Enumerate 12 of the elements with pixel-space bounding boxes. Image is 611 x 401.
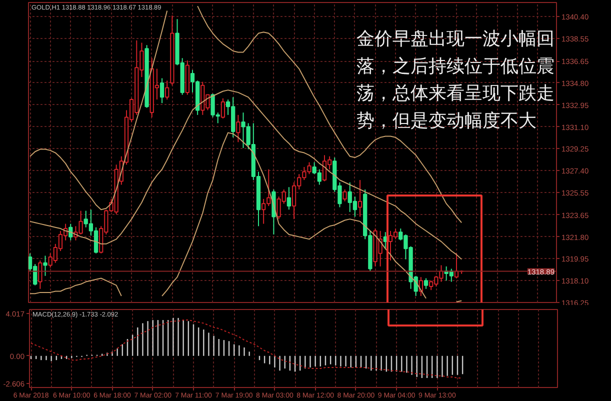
- candlestick: [342, 188, 347, 202]
- candlestick: [38, 260, 42, 290]
- line-series: [30, 320, 464, 379]
- candlestick: [358, 180, 362, 218]
- candlestick: [220, 98, 226, 119]
- candlestick: [165, 80, 170, 100]
- annotation: 金价早盘出现一波小幅回落，之后持续位于低位震荡，总体来看呈现下跌走势，但是变动幅度不大: [356, 28, 554, 132]
- candlestick: [424, 278, 428, 290]
- candlestick: [286, 186, 292, 210]
- candlestick: [236, 114, 240, 143]
- candlestick: [160, 78, 164, 104]
- candlestick: [43, 255, 48, 276]
